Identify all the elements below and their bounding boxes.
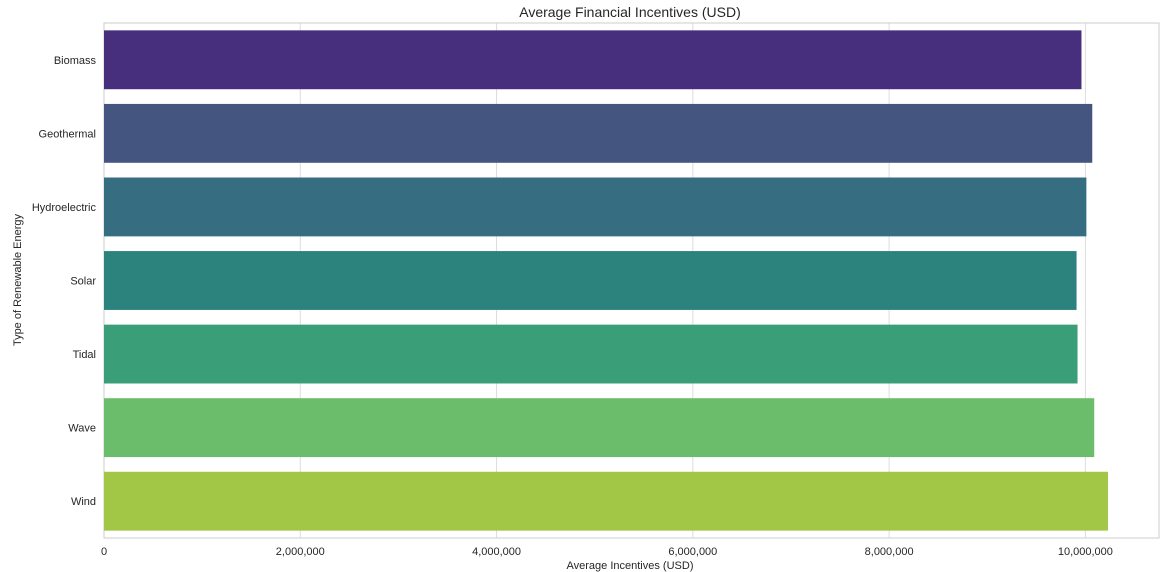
x-tick-label: 8,000,000 [865,546,914,558]
x-axis-label: Average Incentives (USD) [567,560,694,572]
bars [104,30,1108,531]
y-tick-label: Geothermal [39,128,96,140]
bar-wave [104,398,1095,458]
x-tick-label: 0 [101,546,107,558]
bar-hydroelectric [104,177,1087,237]
x-tick-label: 4,000,000 [472,546,521,558]
y-tick-label: Wind [71,496,96,508]
bar-solar [104,251,1077,310]
bar-tidal [104,324,1078,384]
y-tick-label: Tidal [73,349,96,361]
x-tick-label: 2,000,000 [276,546,325,558]
y-axis-label: Type of Renewable Energy [12,213,24,346]
y-tick-label: Biomass [54,55,97,67]
bar-biomass [104,30,1082,90]
y-tick-label: Hydroelectric [32,202,97,214]
y-tick-label: Solar [70,276,96,288]
chart-title: Average Financial Incentives (USD) [519,4,741,20]
x-tick-label: 6,000,000 [668,546,717,558]
x-tick-labels: 0 2,000,000 4,000,000 6,000,000 8,000,000 10,… [101,546,1113,558]
x-tick-label: 10,000,000 [1058,546,1113,558]
y-tick-labels: Biomass Geothermal Hydroelectric Solar Tidal… [32,55,97,508]
y-tick-label: Wave [68,423,96,435]
bar-wind [104,471,1108,531]
bar-geothermal [104,103,1093,163]
